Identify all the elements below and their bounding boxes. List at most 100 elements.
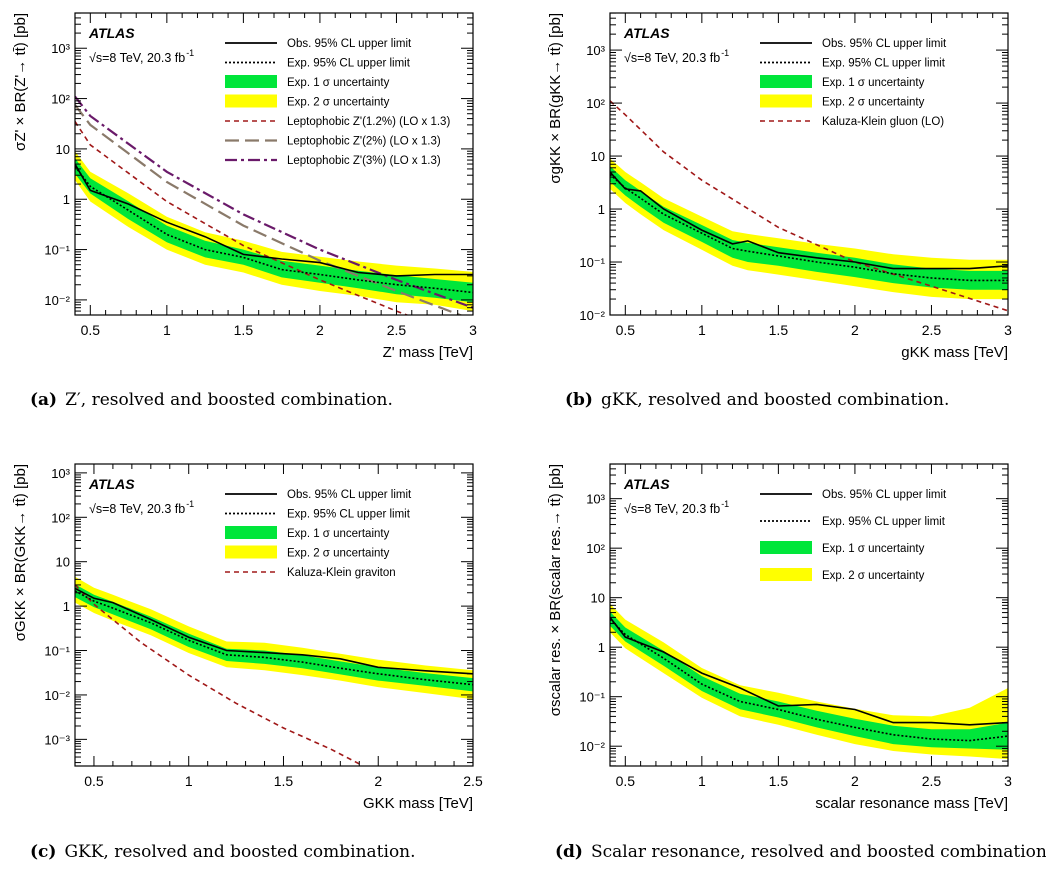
x-tick-label: 2.5 [387, 322, 407, 338]
caption-label: (b) [565, 390, 593, 410]
caption: (b) gKK, resolved and boosted combination… [565, 390, 949, 410]
x-tick-label: 0.5 [616, 773, 636, 789]
x-tick-label: 1.5 [274, 773, 294, 789]
y-tick-label: 10⁻¹ [579, 255, 605, 270]
x-tick-label: 3 [1004, 322, 1012, 338]
caption-text: Z′, resolved and boosted combination. [65, 390, 393, 410]
legend-entry: Exp. 1 σ uncertainty [822, 77, 925, 89]
legend-swatch [225, 545, 277, 559]
legend: Obs. 95% CL upper limit Exp. 95% CL upper… [225, 38, 450, 167]
legend-entry: Kaluza-Klein gluon (LO) [822, 116, 944, 128]
y-tick-label: 10 [56, 555, 70, 570]
panel-d: 0.5 1 1.5 2 2.5 3 10⁻² 10⁻¹ 1 10 10² 10³ scalar reso… [547, 463, 1046, 862]
x-tick-label: 2.5 [463, 773, 483, 789]
panel-c: 0.5 1 1.5 2 2.5 10⁻³ 10⁻² 10⁻¹ 1 10 10² 10³ GKK mass… [12, 463, 483, 862]
lumi-superscript: -1 [721, 48, 729, 58]
atlas-label: ATLAS [88, 476, 135, 492]
x-axis-label: gKK mass [TeV] [901, 344, 1008, 361]
x-tick-label: 2 [851, 773, 859, 789]
x-tick-label: 1.5 [769, 773, 789, 789]
theory-curve-2 [75, 104, 464, 315]
y-axis-label: σgKK × BR(gKK→ tt̄) [pb] [547, 13, 564, 184]
y-tick-label: 1 [598, 202, 605, 217]
legend-entry: Exp. 95% CL upper limit [822, 516, 946, 528]
legend-swatch [225, 94, 277, 108]
legend-swatch [760, 75, 812, 88]
legend-entry: Exp. 1 σ uncertainty [287, 528, 390, 540]
x-tick-label: 2.5 [922, 773, 942, 789]
lumi-superscript: -1 [721, 499, 729, 509]
legend-entry: Exp. 95% CL upper limit [287, 58, 411, 70]
y-tick-label: 10⁻¹ [44, 243, 70, 258]
y-tick-label: 10⁻² [44, 293, 70, 308]
expected-limit-line [75, 590, 473, 686]
theory-curve-1 [75, 584, 360, 765]
lumi-superscript: -1 [186, 48, 194, 58]
y-tick-label: 1 [598, 640, 605, 655]
y-tick-label: 10⁻² [44, 688, 70, 703]
legend-entry: Exp. 2 σ uncertainty [822, 570, 925, 582]
y-tick-label: 10² [586, 541, 605, 556]
lumi-label: √s=8 TeV, 20.3 fb [89, 51, 185, 65]
exp-1sigma-band [75, 584, 473, 692]
y-tick-label: 10⁻² [579, 739, 605, 754]
x-tick-label: 0.5 [84, 773, 104, 789]
legend-entry: Exp. 1 σ uncertainty [822, 543, 925, 555]
caption-text: gKK, resolved and boosted combination. [601, 390, 949, 410]
panel-b: 0.5 1 1.5 2 2.5 3 10⁻² 10⁻¹ 1 10 10² 10³ gKK mass [T… [547, 12, 1012, 410]
legend-entry: Obs. 95% CL upper limit [287, 489, 412, 501]
legend-entry: Kaluza-Klein graviton [287, 567, 396, 579]
exp-2sigma-band [610, 158, 1008, 300]
y-tick-label: 10⁻¹ [44, 644, 70, 659]
caption: (c) GKK, resolved and boosted combination… [30, 842, 416, 862]
caption-text: GKK, resolved and boosted combination. [64, 842, 415, 862]
x-tick-label: 2 [316, 322, 324, 338]
legend-entry: Obs. 95% CL upper limit [822, 38, 947, 50]
x-tick-label: 2.5 [922, 322, 942, 338]
x-tick-label: 3 [469, 322, 477, 338]
y-axis-label: σZ' × BR(Z'→ tt̄) [pb] [12, 13, 29, 151]
legend-entry: Exp. 2 σ uncertainty [287, 548, 390, 560]
legend-swatch [225, 75, 277, 88]
y-tick-label: 1 [63, 599, 70, 614]
legend-entry: Exp. 1 σ uncertainty [287, 77, 390, 89]
atlas-label: ATLAS [623, 476, 670, 492]
x-tick-label: 1 [185, 773, 193, 789]
caption: (a) Z′, resolved and boosted combination. [30, 390, 393, 410]
lumi-label: √s=8 TeV, 20.3 fb [89, 502, 185, 516]
y-tick-label: 10² [51, 510, 70, 525]
expected-limit-line [610, 618, 1008, 742]
atlas-label: ATLAS [623, 25, 670, 41]
legend-entry: Leptophobic Z'(1.2%) (LO x 1.3) [287, 116, 450, 128]
observed-limit-line [610, 616, 1008, 726]
x-tick-label: 2 [851, 322, 859, 338]
caption-text: Scalar resonance, resolved and boosted c… [591, 842, 1046, 862]
y-tick-label: 10² [51, 92, 70, 107]
lumi-label: √s=8 TeV, 20.3 fb [624, 51, 720, 65]
observed-limit-line [610, 171, 1008, 270]
x-axis-label: Z' mass [TeV] [383, 344, 473, 361]
y-tick-label: 10 [56, 142, 70, 157]
x-tick-label: 2 [374, 773, 382, 789]
x-tick-label: 1.5 [234, 322, 254, 338]
y-tick-label: 10³ [51, 41, 70, 56]
observed-limit-line [75, 163, 473, 277]
y-tick-label: 10⁻² [579, 308, 605, 323]
x-tick-label: 3 [1004, 773, 1012, 789]
plot-area [75, 576, 473, 765]
caption: (d) Scalar resonance, resolved and booste… [555, 842, 1046, 862]
atlas-label: ATLAS [88, 25, 135, 41]
lumi-superscript: -1 [186, 499, 194, 509]
y-tick-label: 10 [591, 149, 605, 164]
x-axis-label: scalar resonance mass [TeV] [815, 795, 1008, 812]
legend-swatch [760, 541, 812, 554]
legend: Obs. 95% CL upper limit Exp. 95% CL upper… [225, 489, 412, 579]
y-tick-label: 10⁻³ [44, 732, 70, 747]
legend: Obs. 95% CL upper limit Exp. 95% CL upper… [760, 38, 947, 128]
y-tick-label: 10 [591, 591, 605, 606]
panel-a: 0.5 1 1.5 2 2.5 3 10⁻² 10⁻¹ 1 10 10² 10³ Z' mass [Te… [12, 12, 477, 410]
exp-2sigma-band [610, 603, 1008, 760]
y-tick-label: 10³ [586, 492, 605, 507]
y-tick-label: 10³ [586, 43, 605, 58]
